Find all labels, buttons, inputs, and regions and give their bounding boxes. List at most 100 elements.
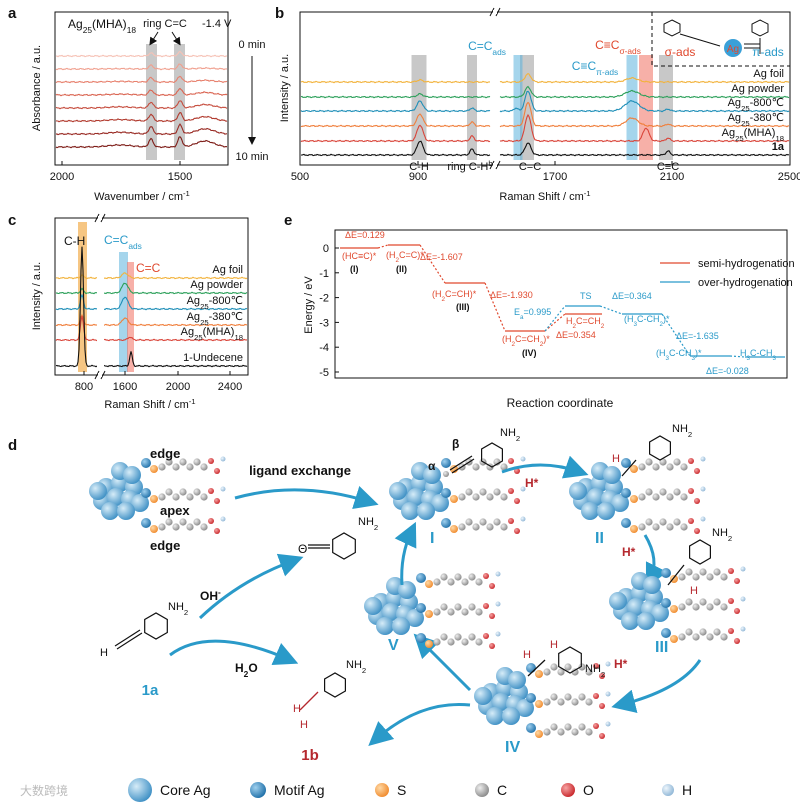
hydrogen [520,486,526,492]
b-spectrum [300,140,491,157]
bond [449,455,473,471]
text-part: 2 [244,669,249,679]
legend-swatch [561,783,575,797]
label: NH2 [346,659,366,675]
axis-break-gap [98,216,102,220]
text-part: a [520,314,524,321]
text-part: Raman Shift / cm [499,191,583,203]
text-part: OH [200,589,218,603]
text-part: NH [358,516,374,528]
carbon [165,458,173,466]
sample-label: Ag powder [731,83,784,95]
oxygen [514,498,520,504]
c-spectrum [55,274,98,280]
inset-frame [651,12,790,67]
oxygen [728,598,734,604]
carbon [706,603,714,611]
text-part: -380℃ [750,112,784,124]
carbon [692,603,700,611]
text-part: 2 [512,341,516,348]
text-part: ΔE=-1.930 [490,290,533,300]
carbon [638,493,646,501]
y-tick-label: 0 [323,243,329,255]
label: C=Cads [468,39,506,57]
b-spectrum [499,142,790,157]
text-part: 25 [200,318,209,327]
carbon [550,723,558,731]
hydrogen [605,661,611,667]
energy-label: (H2C=CH2)* [502,334,550,348]
y-tick-label: -4 [319,342,329,354]
text-part: O [248,661,257,675]
core-ag [651,604,669,622]
carbon [678,633,686,641]
text-part: -800℃ [209,295,243,307]
axis-break [495,7,501,17]
text-part: C-CH [750,348,773,358]
core-ag [406,609,424,627]
text-part: ads [128,241,142,251]
carbon [543,728,551,736]
sample-label: 1a [772,141,785,153]
carbon [200,523,208,531]
y-axis-label: Energy / eV [303,276,315,334]
text-part: NH [712,527,728,539]
carbon [493,488,501,496]
text-part: (MHA) [744,127,776,139]
axis-break-gap [98,373,102,377]
label: NH2 [585,663,605,679]
text-part: -1 [189,397,196,406]
carbon [493,518,501,526]
axis-break-gap [493,163,497,167]
carbon [585,728,593,736]
energy-label: (H2C=C)* [386,250,424,264]
y-tick-label: -5 [319,367,329,379]
text-part: Ag powder [190,279,243,291]
label: 10 min [235,151,268,163]
oxygen [514,468,520,474]
axis-break [94,370,100,380]
panel-label: c [8,212,16,229]
carbon [479,488,487,496]
oxygen [489,583,495,589]
legend-swatch [128,778,152,802]
text-part: C=C)* [399,250,424,260]
text-part: Ag [722,127,735,139]
carbon [179,518,187,526]
core-ag [516,699,534,717]
energy-connector [484,282,506,332]
carbon [720,573,728,581]
energy-label: ΔE=0.354 [556,330,596,340]
core-ag [131,494,149,512]
hydrogen [700,516,706,522]
text-part: ΔE=-1.635 [676,331,719,341]
core-ag [492,693,510,711]
b-spectrum [300,113,491,128]
sulfur [630,525,638,533]
label: C≡Cσ-ads [595,38,641,56]
b-spectrum [499,90,790,113]
carbon [720,603,728,611]
reaction-arrow [234,486,379,509]
carbon [557,728,565,736]
label: 1b [301,747,319,764]
text-part: 1-Undecene [183,352,243,364]
text-part: ΔE=0.129 [345,230,385,240]
core-ag [89,482,107,500]
carbon [500,463,508,471]
text-part: (HC≡C)* [342,251,377,261]
text-part: NH [672,423,688,435]
text-part: NH [500,427,516,439]
legend-swatch [475,783,489,797]
carbon [659,488,667,496]
legend-swatch [250,782,266,798]
carbon [578,723,586,731]
b-spectrum [300,100,491,113]
text-part: )* [543,334,550,344]
oxygen [593,723,599,729]
label: H* [622,545,636,559]
intermediate-label: V [388,637,399,654]
text-part: C-CH [637,314,660,324]
carbon [158,523,166,531]
oxygen [208,488,214,494]
